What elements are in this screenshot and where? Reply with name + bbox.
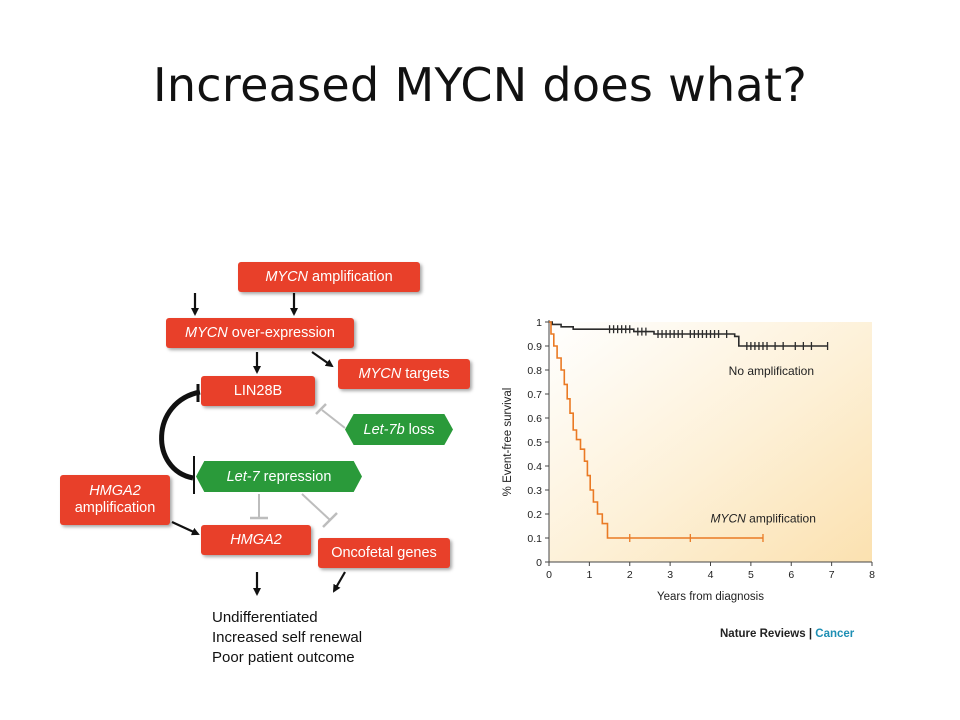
credit-journal: Nature Reviews bbox=[720, 628, 806, 640]
mycn-over-italic: MYCN bbox=[185, 324, 228, 341]
y-tick-label: 0.8 bbox=[527, 365, 542, 377]
x-axis-title: Years from diagnosis bbox=[657, 591, 764, 603]
hmga2-amp-line1: HMGA2 bbox=[89, 483, 141, 500]
let7-inhibit-oncofetal-bar bbox=[322, 512, 338, 528]
mycn-amp-rest: amplification bbox=[308, 268, 393, 285]
y-axis-title: % Event-free survival bbox=[502, 388, 514, 497]
oncofetal-genes-box: Oncofetal genes bbox=[318, 538, 450, 568]
hmga2-label: HMGA2 bbox=[230, 531, 282, 548]
x-tick-label: 8 bbox=[869, 569, 875, 581]
mycn-targets-italic: MYCN bbox=[358, 365, 402, 382]
mycn-targets-box: MYCN targets bbox=[338, 359, 470, 389]
let7b-loss-inhibit-bar bbox=[315, 403, 327, 415]
series-layer bbox=[549, 321, 829, 542]
y-tick-label: 0.4 bbox=[527, 461, 542, 473]
x-tick-label: 4 bbox=[708, 569, 714, 581]
x-tick-label: 6 bbox=[788, 569, 794, 581]
x-tick-label: 1 bbox=[586, 569, 592, 581]
oncofetal-label: Oncofetal genes bbox=[331, 544, 437, 561]
series-label-mycn-italic: MYCN bbox=[711, 511, 747, 525]
arrow-oncofetal-to-outcome bbox=[332, 571, 346, 593]
outcome-text: Undifferentiated Increased self renewal … bbox=[212, 608, 362, 668]
mycn-over-expression-box: MYCN over-expression bbox=[166, 318, 354, 348]
mycn-amplification-box: MYCN amplification bbox=[238, 262, 420, 292]
series-label-amp-rest: amplification bbox=[746, 511, 816, 525]
y-tick-label: 0.9 bbox=[527, 341, 542, 353]
plot-background bbox=[549, 322, 872, 562]
let7-inhibit-oncofetal bbox=[301, 493, 331, 521]
hmga2-amplification-box: HMGA2 amplification bbox=[60, 475, 170, 525]
y-tick-label: 0.1 bbox=[527, 533, 542, 545]
y-tick-label: 0.3 bbox=[527, 485, 542, 497]
lin28b-box: LIN28B bbox=[201, 376, 315, 406]
lin28b-label: LIN28B bbox=[233, 382, 283, 399]
slide-title: Increased MYCN does what? bbox=[152, 58, 808, 112]
y-tick-label: 0.7 bbox=[527, 389, 542, 401]
hmga2-box: HMGA2 bbox=[201, 525, 311, 555]
let7-italic: Let-7 bbox=[226, 468, 260, 485]
mycn-amp-italic: MYCN bbox=[265, 268, 309, 285]
outcome-line: Poor patient outcome bbox=[212, 649, 355, 666]
credit-separator: | bbox=[805, 628, 816, 640]
series-label-mycn-amplification: MYCN amplification bbox=[711, 511, 816, 525]
lin28b-inhibits-let7-arc bbox=[159, 389, 201, 481]
series-label-no-amplification: No amplification bbox=[729, 364, 814, 378]
credit-section: Cancer bbox=[815, 628, 855, 640]
series-line-1 bbox=[549, 321, 763, 539]
let7b-loss-tag: Let-7b loss bbox=[345, 414, 453, 445]
let7-repression-tag: Let-7 repression bbox=[196, 461, 362, 492]
x-tick-label: 3 bbox=[667, 569, 673, 581]
let7b-italic: Let-7b bbox=[363, 421, 405, 438]
y-tick-label: 0.5 bbox=[527, 437, 542, 449]
hmga2-amp-line2: amplification bbox=[74, 500, 156, 516]
mycn-over-rest: over-expression bbox=[227, 324, 335, 341]
axes-layer: 0 1 2 3 4 5 6 7 8 0 0.1 0.2 0.3 0.4 0.5 0.6 0.7 0.8 0.9 1 bbox=[527, 317, 875, 581]
y-tick-label: 1 bbox=[536, 317, 542, 329]
let7b-loss-inhibit-lin28b bbox=[321, 409, 346, 429]
let7-rest: repression bbox=[259, 468, 332, 485]
x-tick-label: 2 bbox=[627, 569, 633, 581]
mycn-targets-rest: targets bbox=[401, 365, 450, 382]
outcome-line: Undifferentiated bbox=[212, 609, 318, 626]
journal-credit: Nature Reviews | Cancer bbox=[720, 628, 854, 640]
arrow-to-mycn-targets bbox=[311, 351, 334, 368]
y-tick-label: 0.6 bbox=[527, 413, 542, 425]
let7b-rest: loss bbox=[404, 421, 435, 438]
x-tick-label: 5 bbox=[748, 569, 754, 581]
y-tick-label: 0.2 bbox=[527, 509, 542, 521]
x-tick-label: 7 bbox=[829, 569, 835, 581]
series-line-0 bbox=[549, 321, 828, 347]
x-tick-label: 0 bbox=[546, 569, 552, 581]
outcome-line: Increased self renewal bbox=[212, 629, 363, 646]
y-tick-label: 0 bbox=[536, 557, 542, 569]
arrow-hmga2-amp-to-hmga2 bbox=[171, 521, 200, 536]
